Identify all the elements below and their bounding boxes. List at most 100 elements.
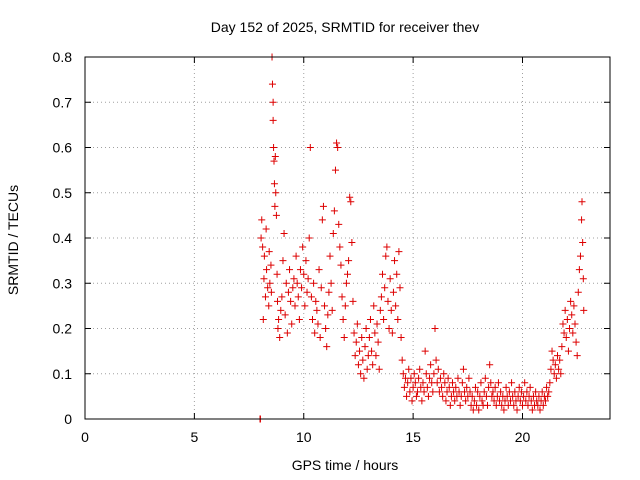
data-point — [422, 370, 430, 378]
data-point — [325, 288, 333, 296]
data-point — [432, 356, 440, 364]
data-point — [283, 329, 291, 337]
data-point — [406, 388, 414, 396]
data-point — [299, 243, 307, 251]
data-point — [397, 334, 405, 342]
data-point — [471, 383, 479, 391]
data-point — [274, 325, 282, 332]
data-point — [567, 297, 575, 305]
data-point — [500, 406, 508, 414]
data-point — [352, 338, 360, 346]
data-point — [476, 392, 484, 400]
data-point — [568, 311, 576, 319]
data-point — [272, 211, 280, 219]
y-tick-label: 0.4 — [53, 230, 73, 246]
data-point — [569, 329, 577, 337]
data-point — [279, 257, 287, 265]
data-point — [457, 392, 465, 400]
data-point — [511, 388, 519, 396]
data-point — [555, 365, 563, 373]
data-point — [408, 397, 416, 405]
data-point — [526, 383, 534, 391]
data-point — [257, 234, 265, 242]
data-point — [377, 293, 385, 301]
data-point — [456, 401, 464, 409]
data-point — [263, 266, 271, 274]
data-point — [270, 180, 278, 188]
data-point — [550, 370, 558, 378]
data-point — [331, 166, 339, 174]
data-point — [451, 397, 459, 405]
chart-title: Day 152 of 2025, SRMTID for receiver the… — [211, 19, 479, 35]
data-point — [259, 315, 267, 323]
data-point — [338, 293, 346, 301]
data-point — [404, 379, 412, 387]
data-point — [419, 379, 427, 387]
y-tick-label: 0.8 — [53, 49, 73, 65]
data-point — [386, 275, 394, 283]
data-point — [462, 397, 470, 405]
data-point — [468, 392, 476, 400]
data-point — [572, 338, 580, 346]
data-point — [303, 288, 311, 296]
data-point — [477, 379, 485, 387]
data-point — [296, 266, 304, 274]
data-point — [580, 306, 588, 314]
data-point — [329, 229, 337, 237]
x-axis-label: GPS time / hours — [292, 457, 399, 473]
data-point — [407, 374, 415, 382]
data-point — [348, 239, 356, 247]
data-point — [439, 392, 447, 400]
data-point — [541, 397, 549, 405]
data-point — [342, 279, 350, 287]
data-point — [554, 352, 561, 360]
data-point — [358, 334, 366, 342]
data-point — [392, 302, 400, 310]
data-point — [391, 257, 399, 265]
data-point — [291, 302, 299, 310]
data-point — [399, 370, 407, 378]
data-point — [326, 252, 334, 260]
data-point — [444, 374, 452, 382]
data-point — [434, 365, 442, 373]
data-point — [360, 374, 368, 382]
x-tick-label: 0 — [81, 429, 89, 445]
data-point — [552, 374, 560, 382]
y-tick-labels: 0 0.1 0.2 0.3 0.4 0.5 0.6 0.7 0.8 — [53, 49, 73, 427]
data-point — [318, 216, 326, 224]
data-point — [366, 315, 374, 323]
data-point — [429, 388, 437, 396]
data-point — [312, 297, 320, 305]
data-point — [560, 329, 568, 337]
y-tick-label: 0.6 — [53, 140, 73, 156]
data-point — [344, 270, 351, 278]
data-point — [330, 207, 338, 215]
data-point — [458, 379, 466, 387]
data-point — [310, 279, 318, 287]
data-point — [558, 343, 566, 351]
data-point — [260, 252, 268, 260]
data-point — [384, 297, 392, 305]
data-point — [293, 279, 301, 287]
data-point — [562, 334, 570, 342]
data-point — [306, 144, 314, 151]
data-point — [383, 243, 391, 251]
data-point — [275, 315, 283, 323]
y-tick-label: 0.7 — [53, 94, 73, 110]
data-point — [373, 320, 381, 328]
data-point — [349, 297, 357, 305]
data-point — [566, 325, 574, 332]
data-point — [381, 284, 389, 292]
data-point — [389, 288, 397, 296]
data-point — [311, 329, 319, 337]
data-point — [340, 334, 348, 342]
data-point — [270, 144, 278, 151]
data-point — [270, 157, 278, 165]
data-point — [287, 297, 295, 305]
data-point — [523, 388, 531, 396]
data-point — [438, 383, 446, 391]
data-point — [454, 374, 462, 382]
data-point — [319, 202, 327, 210]
data-point — [273, 270, 281, 278]
data-point — [433, 379, 441, 387]
